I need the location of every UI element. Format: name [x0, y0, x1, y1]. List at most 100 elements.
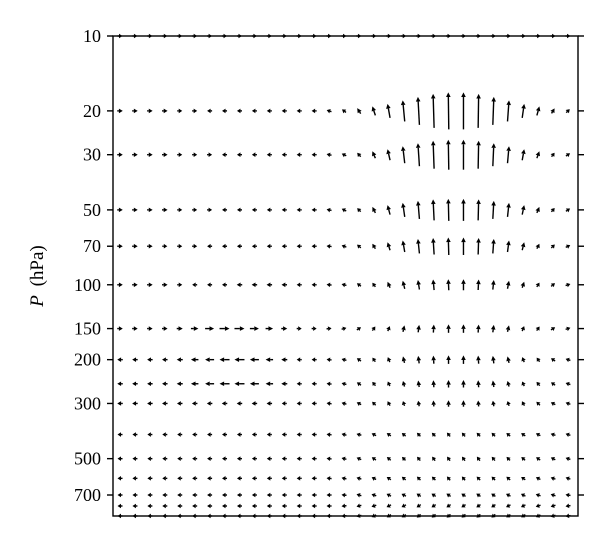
- vector-arrow: [147, 456, 153, 461]
- vector-head: [446, 513, 451, 518]
- vector-head: [371, 503, 376, 508]
- vector-shaft: [493, 478, 496, 481]
- vector-shaft: [434, 504, 437, 507]
- vector-arrow: [401, 513, 407, 518]
- vector-head: [415, 143, 421, 148]
- vector-arrow: [162, 33, 168, 39]
- vector-arrow: [147, 207, 153, 213]
- vector-head: [387, 357, 392, 362]
- vector-head: [207, 476, 211, 481]
- vector-arrow: [535, 106, 541, 116]
- vector-shaft: [402, 207, 406, 217]
- vector-arrow: [386, 457, 392, 462]
- vector-head: [356, 382, 362, 387]
- vector-head: [296, 456, 301, 461]
- vector-arrow: [296, 503, 302, 509]
- vector-arrow: [132, 513, 138, 519]
- vector-shaft: [463, 513, 466, 516]
- vector-head: [341, 503, 346, 509]
- vector-head: [506, 476, 511, 481]
- vector-head: [387, 33, 392, 39]
- vector-head: [431, 380, 436, 386]
- vector-head: [356, 358, 362, 363]
- vector-arrow: [311, 401, 317, 406]
- vector-head: [206, 401, 211, 406]
- vector-shaft: [463, 434, 466, 437]
- vector-shaft: [404, 504, 407, 507]
- vector-arrow: [326, 244, 332, 249]
- vector-head: [550, 152, 555, 157]
- vector-head: [341, 381, 346, 387]
- vector-head: [522, 33, 526, 39]
- vector-arrow: [356, 33, 362, 39]
- vector-head: [550, 493, 555, 498]
- vector-shaft: [389, 458, 392, 461]
- vector-head: [296, 476, 301, 481]
- vector-arrow: [265, 381, 274, 387]
- vector-arrow: [117, 152, 123, 157]
- vector-arrow: [162, 243, 168, 249]
- vector-head: [401, 432, 406, 437]
- vector-head: [535, 151, 540, 157]
- vector-head: [432, 33, 437, 39]
- vector-shaft: [373, 155, 377, 159]
- vector-head: [430, 140, 436, 146]
- y-tick-label: 300: [74, 393, 101, 413]
- vector-head: [371, 106, 376, 112]
- vector-head: [281, 503, 286, 509]
- vector-head: [356, 327, 362, 332]
- vector-head: [520, 242, 526, 248]
- vector-arrow: [565, 153, 571, 158]
- vector-arrow: [341, 401, 347, 406]
- vector-shaft: [448, 459, 451, 462]
- vector-shaft: [550, 284, 553, 287]
- vector-arrow: [162, 207, 168, 213]
- vector-arrow: [461, 198, 466, 221]
- vector-arrow: [401, 456, 407, 461]
- vector-arrow: [192, 492, 198, 498]
- vector-arrow: [117, 456, 123, 461]
- vector-arrow: [132, 33, 138, 39]
- vector-shaft: [478, 459, 481, 462]
- vector-head: [521, 381, 526, 386]
- vector-arrow: [207, 513, 213, 519]
- vector-arrow: [505, 280, 511, 289]
- vector-head: [507, 33, 511, 39]
- vector-shaft: [553, 383, 556, 386]
- vector-arrow: [251, 152, 257, 157]
- vector-arrow: [236, 401, 243, 406]
- vector-arrow: [506, 513, 511, 518]
- vector-head: [506, 381, 511, 386]
- vector-arrow: [266, 503, 272, 509]
- vector-arrow: [386, 476, 392, 481]
- vector-head: [118, 326, 123, 331]
- vector-shaft: [538, 403, 541, 406]
- vector-head: [266, 503, 271, 509]
- vector-arrow: [416, 33, 422, 39]
- y-tick-label: 100: [74, 275, 101, 295]
- vector-head: [461, 432, 466, 437]
- vector-head: [117, 513, 121, 519]
- vector-arrow: [416, 380, 422, 388]
- vector-head: [341, 357, 346, 363]
- vector-shaft: [493, 494, 496, 497]
- vector-arrow: [207, 503, 213, 509]
- vector-head: [148, 326, 153, 331]
- vector-head: [491, 280, 496, 285]
- vector-head: [281, 108, 286, 114]
- vector-head: [520, 493, 526, 498]
- vector-head: [311, 513, 316, 519]
- vector-shaft: [493, 504, 496, 507]
- vector-head: [341, 513, 346, 519]
- vector-shaft: [538, 478, 541, 481]
- vector-arrow: [476, 355, 481, 364]
- vector-head: [461, 324, 466, 329]
- vector-head: [238, 33, 242, 39]
- vector-head: [162, 492, 166, 498]
- vector-arrow: [266, 401, 273, 406]
- vector-arrow: [192, 243, 198, 249]
- vector-arrow: [311, 326, 317, 331]
- vector-shaft: [433, 478, 436, 481]
- vector-shaft: [388, 209, 391, 215]
- vector-arrow: [281, 401, 287, 406]
